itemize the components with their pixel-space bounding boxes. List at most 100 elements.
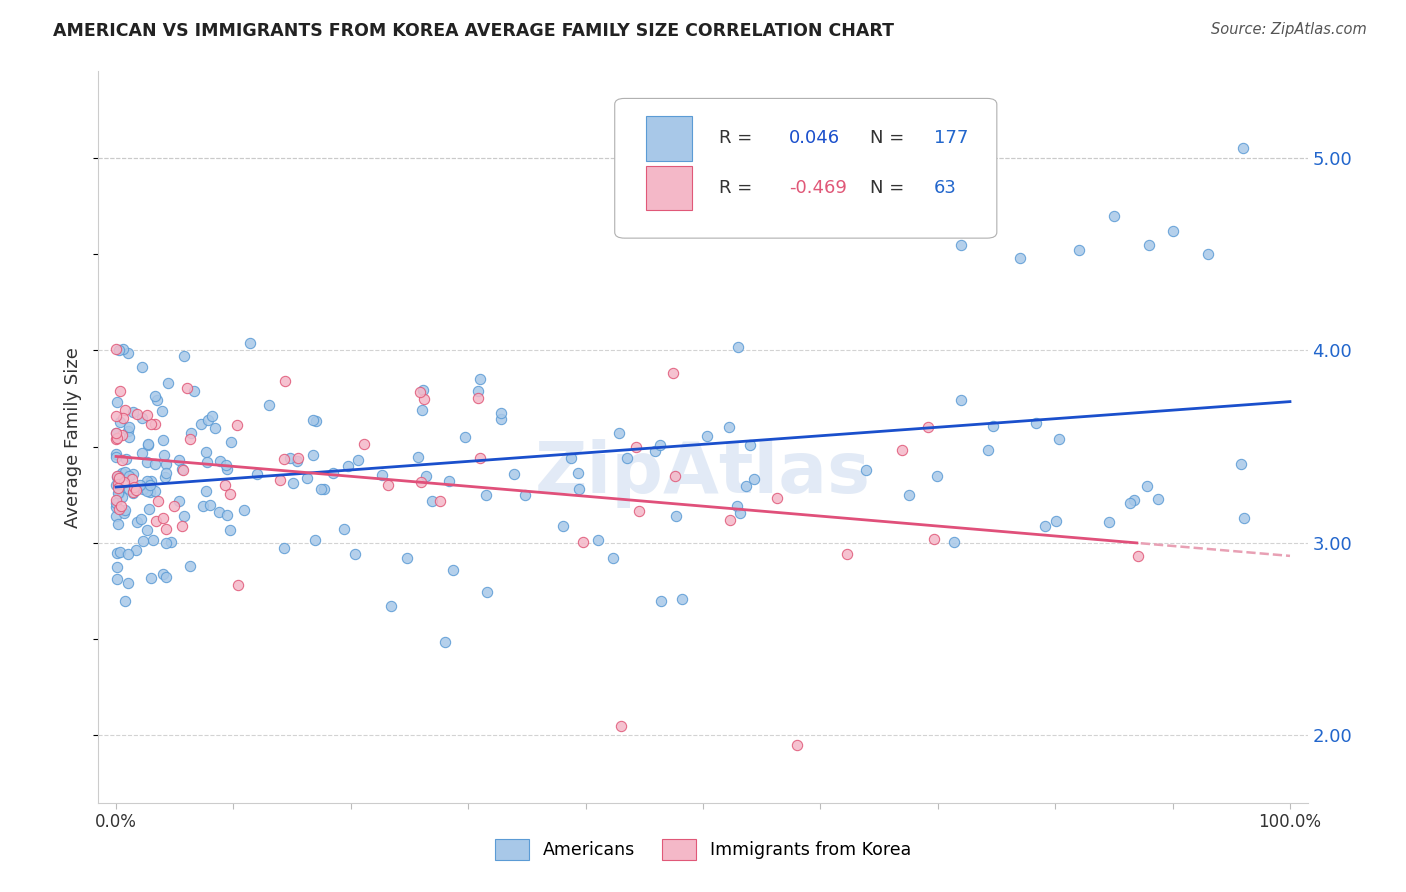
Text: 63: 63 — [934, 179, 957, 197]
Point — [415, 469, 437, 483]
Point — [1122, 493, 1144, 508]
Legend: Americans, Immigrants from Korea: Americans, Immigrants from Korea — [488, 832, 918, 867]
Point — [209, 454, 232, 468]
Point — [305, 413, 328, 427]
Point — [346, 453, 368, 467]
Point — [179, 559, 201, 574]
Point — [1008, 251, 1031, 265]
Point — [602, 551, 624, 566]
Text: 177: 177 — [934, 129, 969, 147]
Point — [302, 413, 325, 427]
Point — [295, 471, 318, 485]
Point — [105, 496, 128, 510]
Point — [246, 467, 269, 482]
Point — [163, 500, 186, 514]
Point — [917, 420, 939, 434]
Point — [610, 719, 633, 733]
Point — [738, 438, 761, 452]
Point — [194, 445, 217, 459]
Point — [624, 440, 647, 454]
Point — [170, 462, 193, 476]
Point — [124, 543, 146, 558]
Point — [105, 493, 128, 508]
Point — [727, 340, 749, 354]
Point — [1098, 515, 1121, 529]
Point — [135, 454, 157, 468]
Point — [107, 516, 129, 531]
Point — [662, 366, 685, 380]
Point — [105, 500, 128, 515]
Point — [108, 415, 131, 429]
Point — [1146, 492, 1168, 507]
Point — [311, 482, 333, 496]
Point — [122, 404, 145, 418]
Point — [208, 505, 231, 519]
Point — [173, 508, 195, 523]
Point — [302, 448, 325, 462]
Point — [111, 428, 134, 442]
Point — [155, 466, 177, 480]
Point — [195, 484, 218, 499]
Point — [304, 533, 326, 548]
Point — [129, 512, 152, 526]
Point — [627, 504, 650, 518]
Point — [155, 536, 177, 550]
Point — [922, 533, 945, 547]
Point — [150, 404, 173, 418]
Point — [437, 474, 460, 488]
Point — [105, 426, 128, 441]
Point — [105, 469, 128, 483]
Point — [1232, 141, 1254, 155]
Point — [467, 384, 489, 398]
Point — [135, 409, 157, 423]
Point — [105, 450, 128, 464]
Point — [406, 450, 429, 464]
Point — [1137, 237, 1160, 252]
Point — [273, 452, 295, 467]
Point — [214, 478, 236, 492]
Point — [146, 393, 169, 408]
Point — [135, 523, 157, 537]
Point — [121, 472, 143, 486]
Point — [489, 406, 512, 420]
Point — [377, 478, 399, 492]
Point — [287, 450, 309, 465]
Point — [396, 551, 419, 566]
Point — [1102, 209, 1125, 223]
Point — [568, 482, 591, 496]
Point — [219, 523, 242, 537]
Text: Source: ZipAtlas.com: Source: ZipAtlas.com — [1211, 22, 1367, 37]
Point — [160, 535, 183, 549]
Point — [105, 573, 128, 587]
Point — [239, 335, 262, 350]
Point — [117, 547, 139, 561]
Point — [443, 563, 465, 577]
Point — [179, 432, 201, 446]
Text: N =: N = — [870, 129, 910, 147]
Point — [152, 433, 174, 447]
Point — [588, 533, 610, 548]
Point — [197, 413, 219, 427]
Point — [725, 500, 748, 514]
Point — [117, 575, 139, 590]
Point — [118, 430, 141, 444]
Text: R =: R = — [718, 179, 758, 197]
Point — [454, 430, 477, 444]
Point — [195, 455, 218, 469]
Text: ZipAtlas: ZipAtlas — [536, 439, 870, 508]
Point — [718, 420, 741, 434]
Point — [142, 533, 165, 547]
Point — [122, 480, 145, 494]
Point — [925, 468, 948, 483]
Point — [108, 544, 131, 558]
Point — [143, 417, 166, 431]
Point — [145, 514, 167, 528]
Point — [314, 482, 336, 496]
Point — [135, 474, 157, 488]
Point — [981, 418, 1004, 433]
Text: R =: R = — [718, 129, 758, 147]
Point — [225, 418, 247, 433]
Text: N =: N = — [870, 179, 910, 197]
Point — [671, 591, 693, 606]
Text: 0.046: 0.046 — [789, 129, 839, 147]
